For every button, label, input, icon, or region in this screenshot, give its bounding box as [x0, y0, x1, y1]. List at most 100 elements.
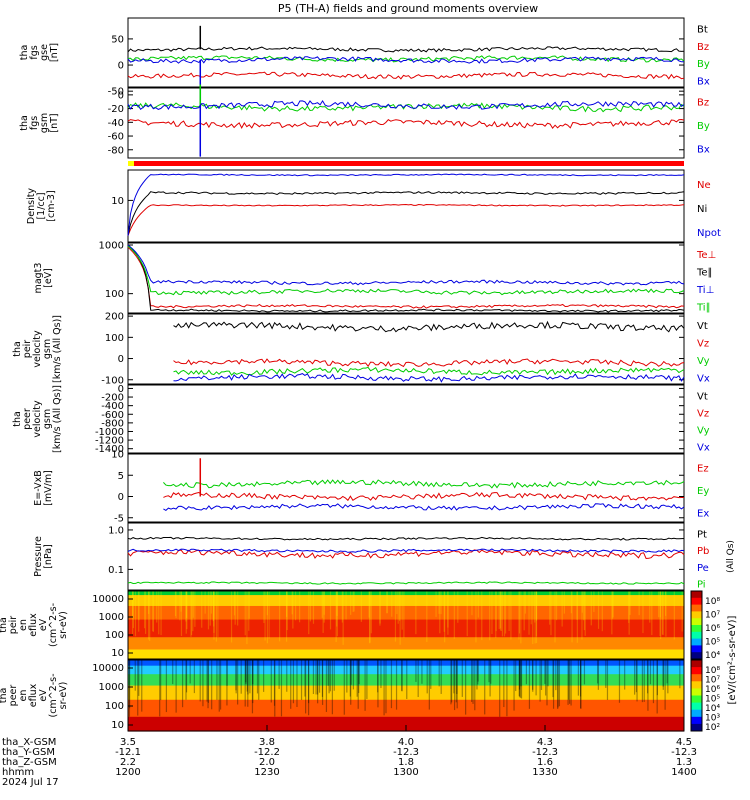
spectrogram-texture: [209, 591, 211, 626]
spectrogram-texture: [641, 660, 644, 703]
spectrogram-texture: [360, 591, 362, 622]
spectrogram-texture: [329, 591, 332, 630]
spectrogram-texture: [258, 660, 260, 700]
ylabel-line: (cm^2-s-: [48, 603, 59, 647]
spectrogram-texture: [346, 660, 348, 693]
spectrogram-texture: [518, 660, 520, 697]
colorbar-segment: [691, 688, 702, 696]
spectrogram-texture: [499, 660, 501, 717]
spectrogram-texture: [552, 660, 554, 698]
spectrogram-texture: [519, 660, 522, 698]
spectrogram-texture: [202, 660, 204, 707]
spectrogram-texture: [215, 591, 217, 642]
spectrogram-texture: [491, 591, 493, 635]
legend-entry: Bt: [697, 25, 708, 36]
spectrogram-texture: [403, 591, 405, 638]
spectrogram-texture: [561, 591, 563, 627]
series-line: [127, 46, 685, 53]
colorbar-tick-label: 10⁷: [705, 611, 720, 621]
spectrogram-texture: [345, 591, 347, 620]
ylabel-line: en: [18, 690, 29, 702]
spectrogram-texture: [244, 660, 246, 707]
spectrogram-texture: [207, 660, 209, 703]
ylabel-line: [cm-3]: [46, 190, 57, 221]
x-row-value: 1300: [393, 767, 418, 778]
x-row-value: 2.2: [120, 757, 136, 768]
spectrogram-texture: [175, 660, 177, 713]
spectrogram-texture: [643, 660, 645, 702]
spectrogram-texture: [580, 660, 582, 709]
colorbar-tick-label: 10⁵: [705, 695, 720, 705]
panel-frame: [127, 17, 685, 88]
spectrogram-texture: [471, 591, 473, 616]
spectrogram-texture: [358, 660, 360, 685]
spectrogram-texture: [368, 591, 370, 618]
y-tick-label: -600: [101, 410, 124, 421]
panel-frame: [127, 87, 685, 159]
legend-entry: Ni: [697, 204, 707, 215]
series-line: [127, 56, 685, 64]
spectrogram-texture: [358, 660, 360, 694]
spectrogram-texture: [634, 660, 636, 695]
spectrogram-texture: [652, 660, 655, 704]
x-row-value: 2.0: [259, 757, 275, 768]
spectrogram-texture: [520, 660, 522, 687]
ylabel-line: peer: [8, 685, 19, 707]
series-line: [173, 320, 685, 333]
legend-entry: Te⊥: [696, 250, 716, 261]
spectrogram-texture: [590, 591, 592, 626]
spectrogram-texture: [131, 591, 134, 619]
colorbar-segment: [691, 631, 702, 640]
spectrogram-texture: [175, 591, 177, 619]
spectrogram-texture: [660, 591, 662, 640]
panel-fgs-gsm: tha fgs gsm [nT] 0 -20 -40 -60 -80 Bz By Bx: [19, 84, 710, 159]
spectrogram-texture: [518, 660, 521, 698]
spectrogram-texture: [401, 591, 403, 630]
spectrogram-texture: [681, 591, 683, 632]
ylabel-line: E=-VxB: [33, 470, 44, 505]
ylabel-line: tha: [0, 617, 9, 633]
spectrogram-texture: [550, 591, 552, 636]
spectrogram-texture: [554, 591, 556, 643]
spectrogram-texture: [664, 660, 666, 710]
ylabel-line: gsm: [42, 409, 53, 429]
spectrogram-texture: [278, 660, 280, 689]
y-tick-label: 0: [118, 384, 124, 395]
y-tick-label: 5: [118, 471, 124, 482]
spectrogram-band: [128, 665, 684, 675]
spectrogram-texture: [233, 591, 236, 616]
spectrogram-texture: [210, 591, 213, 614]
spectrogram-band: [128, 591, 684, 596]
spectrogram-texture: [190, 591, 192, 637]
spectrogram-texture: [546, 660, 548, 706]
ylabel-line: Density: [26, 188, 37, 224]
spectrogram-texture: [647, 660, 649, 711]
spectrogram-texture: [143, 591, 146, 629]
spectrogram-texture: [440, 660, 442, 694]
spectrogram-texture: [438, 660, 440, 687]
panel-peir-velocity: tha peir velocity gsm [km/s (All Qs)] 200 100 0…: [12, 312, 710, 387]
spectrogram-texture: [579, 660, 582, 697]
spectrogram-texture: [380, 660, 382, 689]
spectrogram-texture: [159, 660, 161, 717]
spectrogram-texture: [244, 591, 246, 636]
legend-entry: Ey: [697, 486, 709, 497]
panel-frame: [127, 590, 685, 660]
spectrogram-texture: [218, 660, 220, 712]
panel-density: Density [1/cc] [cm-3] 10 Ne Ni Npot: [26, 169, 721, 243]
spectrogram-texture: [399, 591, 401, 645]
spectrogram-texture: [252, 660, 254, 704]
spectrogram-texture: [383, 660, 385, 716]
spectrogram-texture: [185, 591, 187, 622]
spectrogram-texture: [264, 591, 266, 641]
spectrogram-texture: [635, 660, 638, 693]
plot-title: P5 (TH-A) fields and ground moments over…: [278, 2, 538, 15]
spectrogram-texture: [662, 660, 664, 687]
spectrogram-band: [128, 674, 684, 687]
spectrogram-texture: [308, 591, 310, 635]
spectrogram-image: [128, 591, 686, 660]
y-tick-label: 1000: [99, 612, 124, 623]
spectrogram-texture: [144, 591, 147, 634]
spectrogram-texture: [476, 660, 478, 690]
spectrogram-texture: [249, 660, 251, 694]
